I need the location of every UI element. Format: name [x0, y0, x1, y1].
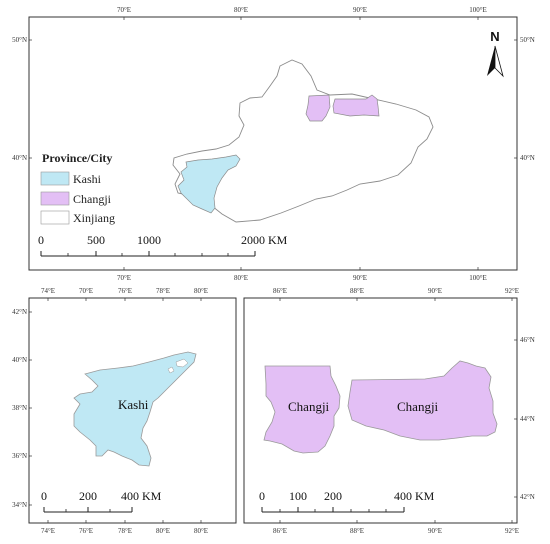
lon-tick-label: 70°E — [117, 6, 131, 14]
scale-label: 500 — [87, 233, 105, 247]
lon-tick-label: 90°E — [353, 274, 367, 282]
kashi-region — [73, 351, 197, 467]
lat-tick-label: 50°N — [520, 36, 535, 44]
lon-tick-label: 86°E — [273, 527, 287, 535]
lon-tick-label: 80°E — [156, 527, 170, 535]
lon-tick-label: 70°E — [79, 287, 93, 295]
lon-tick-label: 90°E — [428, 287, 442, 295]
lon-tick-label: 80°E — [234, 274, 248, 282]
changji-region-label-west: Changji — [288, 399, 330, 414]
overview-lon-ticks-bottom: 70°E 80°E 90°E 100°E — [117, 267, 487, 282]
lat-tick-label: 38°N — [12, 404, 27, 412]
lat-tick-label: 46°N — [520, 336, 535, 344]
legend-label-xinjiang: Xinjiang — [73, 211, 115, 225]
legend-swatch-changji — [40, 191, 70, 206]
lon-tick-label: 80°E — [234, 6, 248, 14]
lon-tick-label: 100°E — [469, 6, 487, 14]
scale-label: 1000 — [137, 233, 161, 247]
legend: Province/City Kashi Changji Xinjiang — [40, 151, 115, 225]
scale-label: 0 — [259, 489, 265, 503]
changji-region-overview-west — [305, 94, 331, 122]
lon-tick-label: 90°E — [353, 6, 367, 14]
lon-tick-label: 76°E — [118, 287, 132, 295]
changji-region-west — [263, 365, 341, 454]
lat-tick-label: 42°N — [12, 308, 27, 316]
north-label: N — [490, 29, 499, 44]
scale-label: 400 KM — [121, 489, 162, 503]
overview-map: 70°E 80°E 90°E 100°E 70°E 80°E 90°E 100°… — [12, 6, 535, 282]
lon-tick-label: 92°E — [505, 527, 519, 535]
changji-region-east — [347, 360, 498, 441]
lat-tick-label: 40°N — [12, 154, 27, 162]
lon-tick-label: 88°E — [350, 527, 364, 535]
lon-tick-label: 80°E — [194, 287, 208, 295]
legend-label-kashi: Kashi — [73, 172, 102, 186]
scale-label: 200 — [324, 489, 342, 503]
lon-tick-label: 80°E — [194, 527, 208, 535]
changji-map: 86°E 88°E 90°E 92°E 86°E 88°E 90°E 92°E … — [243, 287, 535, 535]
lon-tick-label: 90°E — [428, 527, 442, 535]
kashi-lat-ticks: 42°N 40°N 38°N 36°N 34°N — [12, 308, 32, 509]
kashi-lake — [175, 358, 189, 368]
lon-tick-label: 76°E — [79, 527, 93, 535]
lon-tick-label: 78°E — [156, 287, 170, 295]
lon-tick-label: 100°E — [469, 274, 487, 282]
legend-label-changji: Changji — [73, 192, 112, 206]
lon-tick-label: 88°E — [350, 287, 364, 295]
legend-title: Province/City — [42, 151, 112, 165]
kashi-map: 74°E 70°E 76°E 78°E 80°E 74°E 76°E 78°E … — [12, 287, 237, 535]
lon-tick-label: 86°E — [273, 287, 287, 295]
lat-tick-label: 50°N — [12, 36, 27, 44]
scale-label: 0 — [41, 489, 47, 503]
legend-swatch-xinjiang — [40, 210, 70, 225]
lat-tick-label: 40°N — [520, 154, 535, 162]
lat-tick-label: 44°N — [520, 415, 535, 423]
overview-lat-ticks: 50°N 40°N 50°N 40°N — [12, 36, 535, 162]
lat-tick-label: 34°N — [12, 501, 27, 509]
changji-region-overview-east — [332, 94, 380, 117]
overview-scale-bar: 0 500 1000 2000 KM — [38, 233, 288, 257]
scale-label: 100 — [289, 489, 307, 503]
lon-tick-label: 74°E — [41, 527, 55, 535]
scale-label: 200 — [79, 489, 97, 503]
lon-tick-label: 78°E — [118, 527, 132, 535]
legend-swatch-kashi — [40, 171, 70, 186]
lon-tick-label: 92°E — [505, 287, 519, 295]
changji-region-label-east: Changji — [397, 399, 439, 414]
north-arrow-icon: N — [487, 29, 504, 78]
kashi-lake-2 — [167, 366, 175, 374]
lat-tick-label: 42°N — [520, 493, 535, 501]
changji-lat-ticks: 46°N 44°N 42°N — [514, 336, 535, 501]
lon-tick-label: 70°E — [117, 274, 131, 282]
lon-tick-label: 74°E — [41, 287, 55, 295]
kashi-region-overview — [177, 154, 241, 214]
lat-tick-label: 36°N — [12, 452, 27, 460]
overview-lon-ticks-top: 70°E 80°E 90°E 100°E — [117, 6, 487, 20]
lat-tick-label: 40°N — [12, 356, 27, 364]
kashi-scale-bar: 0 200 400 KM — [41, 489, 162, 513]
changji-lon-ticks: 86°E 88°E 90°E 92°E 86°E 88°E 90°E 92°E — [273, 287, 519, 535]
scale-label: 2000 KM — [241, 233, 288, 247]
scale-label: 0 — [38, 233, 44, 247]
kashi-lon-ticks: 74°E 70°E 76°E 78°E 80°E 74°E 76°E 78°E … — [41, 287, 208, 535]
scale-label: 400 KM — [394, 489, 435, 503]
kashi-region-label: Kashi — [118, 397, 149, 412]
changji-scale-bar: 0 100 200 400 KM — [259, 489, 435, 513]
